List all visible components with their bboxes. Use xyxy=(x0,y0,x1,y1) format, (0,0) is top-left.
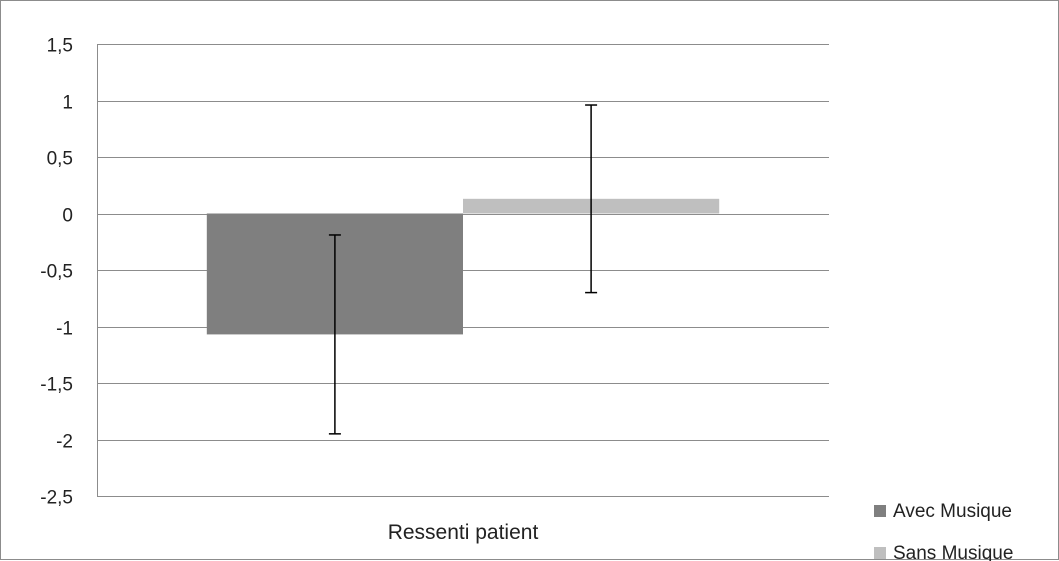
y-tick-label: 0 xyxy=(62,206,73,227)
legend-label: Avec Musique xyxy=(893,501,1012,522)
y-tick-label: 1,5 xyxy=(47,36,73,57)
y-tick-label: -1,5 xyxy=(40,375,73,396)
y-tick-label: 1 xyxy=(62,93,73,114)
legend-label: Sans Musique xyxy=(893,543,1013,561)
legend: Avec Musique Sans Musique xyxy=(874,501,1013,561)
x-category-label: Ressenti patient xyxy=(388,521,539,544)
legend-swatch-sans-musique xyxy=(874,547,886,559)
bars xyxy=(206,198,720,335)
y-tick-label: -1 xyxy=(56,319,73,340)
legend-swatch-avec-musique xyxy=(874,505,886,517)
y-tick-label: -0,5 xyxy=(40,262,73,283)
y-tick-label: -2,5 xyxy=(40,488,73,509)
error-bars xyxy=(328,104,598,435)
y-axis-tick-labels: 1,5 1 0,5 0 -0,5 -1 -1,5 -2 -2,5 xyxy=(40,36,73,509)
y-tick-label: -2 xyxy=(56,432,73,453)
y-tick-label: 0,5 xyxy=(47,149,73,170)
x-axis-category-labels: Ressenti patient xyxy=(388,521,539,544)
